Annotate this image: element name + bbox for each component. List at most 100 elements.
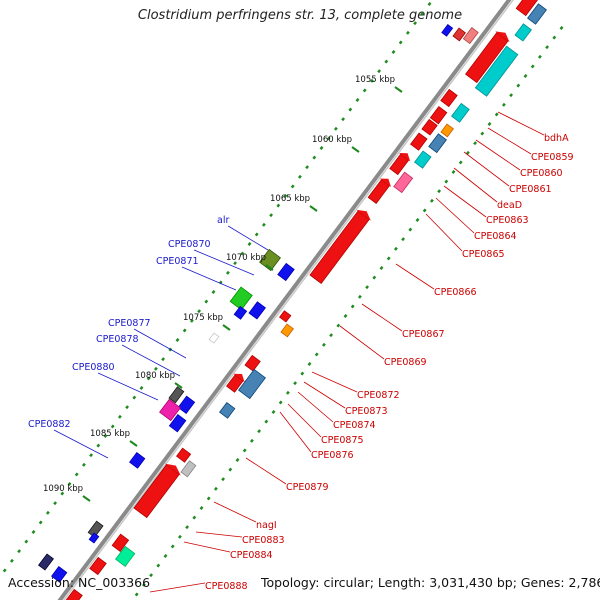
forward-tick-line bbox=[312, 155, 317, 160]
forward-tick-line bbox=[197, 309, 201, 314]
forward-gene-15-body bbox=[51, 566, 68, 583]
forward-gene-2-body bbox=[277, 262, 295, 282]
reverse-gene-28 bbox=[115, 545, 136, 567]
reverse-gene-13 bbox=[414, 150, 432, 169]
forward-tick-line bbox=[427, 2, 432, 6]
scale-label-6: 1085 kbp bbox=[90, 429, 130, 439]
reverse-tick-line bbox=[336, 323, 341, 328]
reverse-tick-line bbox=[516, 83, 521, 88]
reverse-tick-line bbox=[350, 304, 355, 309]
reverse-gene-24-body bbox=[176, 447, 192, 463]
reverse-gene-3-arrowhead bbox=[495, 31, 510, 43]
scale-label-2: 1065 kbp bbox=[270, 194, 310, 204]
forward-tick-line bbox=[319, 146, 324, 150]
reverse-tick-line bbox=[177, 534, 182, 539]
reverse-tick-line bbox=[422, 208, 427, 213]
forward-tick-line bbox=[362, 88, 367, 93]
reverse-tick-line bbox=[537, 54, 542, 59]
reverse-gene-24 bbox=[176, 447, 192, 463]
forward-tick-line bbox=[2, 568, 7, 573]
reverse-gene-leader-2 bbox=[475, 139, 521, 171]
reverse-gene-4 bbox=[474, 45, 519, 97]
reverse-gene-19-body bbox=[280, 323, 294, 338]
reverse-gene-label-6: CPE0864 bbox=[474, 231, 517, 242]
reverse-tick-line bbox=[307, 362, 312, 366]
reverse-gene-leader-3 bbox=[463, 151, 510, 187]
reverse-tick-line bbox=[343, 314, 348, 318]
scale-tick-0 bbox=[394, 86, 403, 93]
reverse-gene-23 bbox=[219, 402, 236, 419]
forward-gene-5-body bbox=[229, 286, 253, 311]
reverse-gene-5-body bbox=[462, 27, 479, 45]
reverse-gene-0 bbox=[515, 0, 540, 17]
reverse-gene-11-body bbox=[428, 133, 447, 154]
forward-tick-line bbox=[276, 203, 281, 208]
forward-gene-1 bbox=[441, 24, 454, 37]
forward-gene-9-body bbox=[168, 386, 185, 404]
reverse-gene-14-body bbox=[389, 153, 410, 176]
forward-gene-6 bbox=[233, 305, 248, 320]
forward-gene-10 bbox=[159, 398, 181, 422]
reverse-tick-line bbox=[379, 266, 384, 270]
scale-tick-3 bbox=[265, 264, 274, 271]
reverse-gene-17-body bbox=[309, 210, 370, 284]
forward-tick-line bbox=[240, 251, 245, 256]
forward-gene-14-body bbox=[88, 532, 100, 544]
reverse-gene-13-body bbox=[414, 150, 432, 169]
forward-tick-line bbox=[355, 98, 360, 102]
reverse-gene-label-7: CPE0865 bbox=[462, 249, 505, 260]
reverse-tick-line bbox=[170, 544, 175, 549]
forward-tick-line bbox=[261, 222, 266, 227]
reverse-tick-line bbox=[149, 573, 154, 578]
reverse-gene-9-body bbox=[440, 123, 454, 138]
forward-tick-line bbox=[146, 376, 151, 381]
reverse-tick-line bbox=[192, 515, 197, 520]
forward-gene-label-5: CPE0880 bbox=[72, 362, 115, 373]
reverse-tick-line bbox=[321, 342, 326, 347]
reverse-gene-label-4: deaD bbox=[497, 200, 522, 211]
scale-tick-2 bbox=[309, 205, 318, 212]
reverse-gene-label-13: CPE0874 bbox=[333, 420, 376, 431]
reverse-tick-line bbox=[530, 64, 535, 69]
reverse-tick-line bbox=[199, 506, 204, 510]
forward-gene-leader-5 bbox=[97, 372, 159, 401]
reverse-tick-line bbox=[134, 592, 139, 597]
reverse-tick-line bbox=[214, 486, 218, 491]
forward-gene-4 bbox=[248, 301, 266, 320]
forward-gene-leader-6 bbox=[53, 429, 109, 459]
reverse-tick-line bbox=[228, 467, 233, 472]
reverse-tick-line bbox=[156, 563, 161, 568]
scale-label-7: 1090 kbp bbox=[43, 484, 83, 494]
forward-tick-line bbox=[377, 69, 382, 74]
reverse-gene-leader-0 bbox=[497, 111, 545, 136]
reverse-gene-5 bbox=[462, 27, 479, 45]
forward-tick-line bbox=[182, 328, 187, 333]
reverse-gene-22-arrowhead bbox=[233, 373, 245, 383]
reverse-gene-27-body bbox=[111, 533, 130, 552]
reverse-gene-30-body bbox=[65, 588, 83, 600]
forward-gene-2 bbox=[277, 262, 295, 282]
reverse-gene-26-arrowhead bbox=[164, 463, 181, 476]
reverse-gene-6 bbox=[440, 88, 458, 108]
reverse-gene-12 bbox=[410, 132, 428, 151]
genome-backbone-inner bbox=[63, 0, 514, 600]
forward-gene-11 bbox=[168, 414, 187, 433]
forward-gene-12-body bbox=[129, 452, 146, 469]
reverse-gene-leader-14 bbox=[287, 403, 322, 438]
reverse-tick-line bbox=[480, 131, 485, 136]
reverse-tick-line bbox=[163, 554, 168, 558]
reverse-gene-15-body bbox=[393, 171, 414, 194]
forward-tick-line bbox=[74, 472, 79, 477]
forward-tick-line bbox=[89, 453, 93, 458]
scale-label-1: 1060 kbp bbox=[312, 135, 352, 145]
forward-gene-5 bbox=[229, 286, 253, 311]
reverse-gene-leader-6 bbox=[435, 197, 475, 234]
reverse-gene-25 bbox=[180, 460, 197, 478]
forward-tick-line bbox=[283, 194, 288, 198]
genome-backbone-outer bbox=[57, 0, 512, 600]
forward-gene-0-body bbox=[452, 27, 466, 42]
forward-tick-line bbox=[132, 395, 137, 400]
reverse-tick-line bbox=[393, 246, 398, 251]
forward-gene-4-body bbox=[248, 301, 266, 320]
